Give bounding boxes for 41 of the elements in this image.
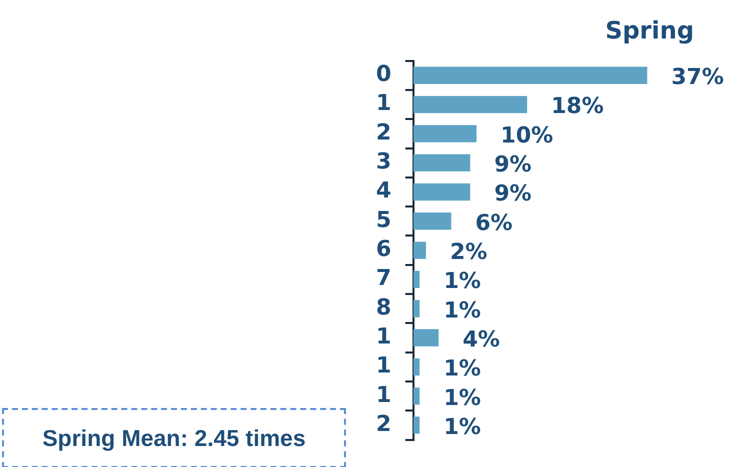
chart-title: Spring bbox=[605, 16, 694, 45]
data-label: 18% bbox=[551, 94, 604, 120]
bar bbox=[413, 387, 420, 405]
bar bbox=[413, 416, 420, 434]
data-label: 1% bbox=[444, 356, 481, 382]
y-tick-label: 1 bbox=[376, 382, 392, 408]
data-label: 4% bbox=[462, 327, 500, 352]
bar bbox=[413, 125, 477, 142]
bar bbox=[413, 358, 420, 376]
bar bbox=[413, 66, 648, 84]
data-label: 9% bbox=[494, 182, 532, 207]
y-tick-label: 5 bbox=[376, 208, 392, 233]
data-label: 6% bbox=[475, 210, 513, 236]
data-label: 1% bbox=[444, 414, 481, 440]
y-tick-label: 3 bbox=[376, 150, 392, 175]
data-label: 1% bbox=[444, 386, 481, 411]
y-tick-label: 1 bbox=[376, 354, 392, 379]
y-tick-label: 1 bbox=[376, 91, 392, 116]
bar bbox=[413, 300, 420, 318]
y-tick-label: 1 bbox=[376, 324, 392, 350]
bar bbox=[413, 212, 452, 230]
bar bbox=[413, 242, 426, 259]
y-tick-label: 8 bbox=[376, 295, 392, 320]
y-tick-label: 2 bbox=[376, 412, 392, 437]
data-label: 9% bbox=[494, 152, 532, 178]
y-tick-label: 7 bbox=[376, 266, 392, 292]
bar bbox=[413, 96, 528, 114]
bar bbox=[413, 329, 439, 346]
data-label: 37% bbox=[671, 65, 724, 90]
bar bbox=[413, 154, 470, 172]
data-label: 10% bbox=[500, 123, 554, 148]
y-tick-label: 4 bbox=[376, 178, 392, 204]
bar bbox=[413, 270, 420, 288]
bar bbox=[413, 183, 470, 201]
y-tick-label: 2 bbox=[376, 120, 392, 146]
text: Spring Mean: 2.45 times bbox=[2, 408, 346, 467]
y-tick-label: 0 bbox=[376, 62, 392, 88]
y-tick-label: 6 bbox=[376, 237, 392, 262]
data-label: 1% bbox=[444, 269, 481, 294]
data-label: 2% bbox=[450, 240, 488, 266]
data-label: 1% bbox=[444, 298, 481, 324]
